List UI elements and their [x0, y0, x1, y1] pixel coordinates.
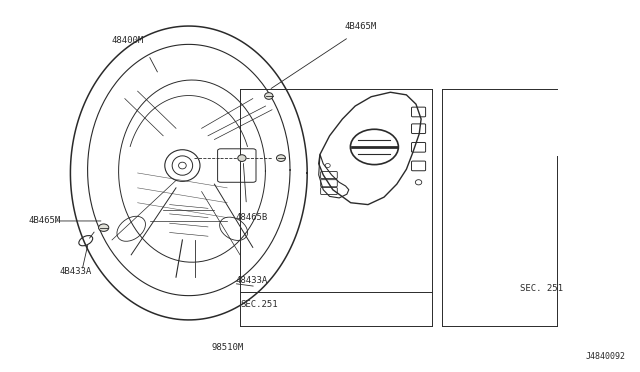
Text: 4B433A: 4B433A	[60, 267, 92, 276]
Ellipse shape	[265, 93, 273, 99]
Text: J4840092: J4840092	[586, 352, 626, 361]
Text: SEC. 251: SEC. 251	[520, 284, 563, 293]
Text: 4B465M: 4B465M	[344, 22, 376, 31]
Ellipse shape	[238, 155, 246, 161]
Text: 4B465M: 4B465M	[29, 216, 61, 225]
Text: 48465B: 48465B	[236, 213, 268, 222]
Text: SEC.251: SEC.251	[240, 300, 278, 309]
Text: 48433A: 48433A	[236, 276, 268, 285]
Text: 98510M: 98510M	[211, 343, 243, 352]
Text: 48400M: 48400M	[112, 36, 144, 45]
Ellipse shape	[276, 155, 285, 161]
Ellipse shape	[99, 224, 109, 231]
